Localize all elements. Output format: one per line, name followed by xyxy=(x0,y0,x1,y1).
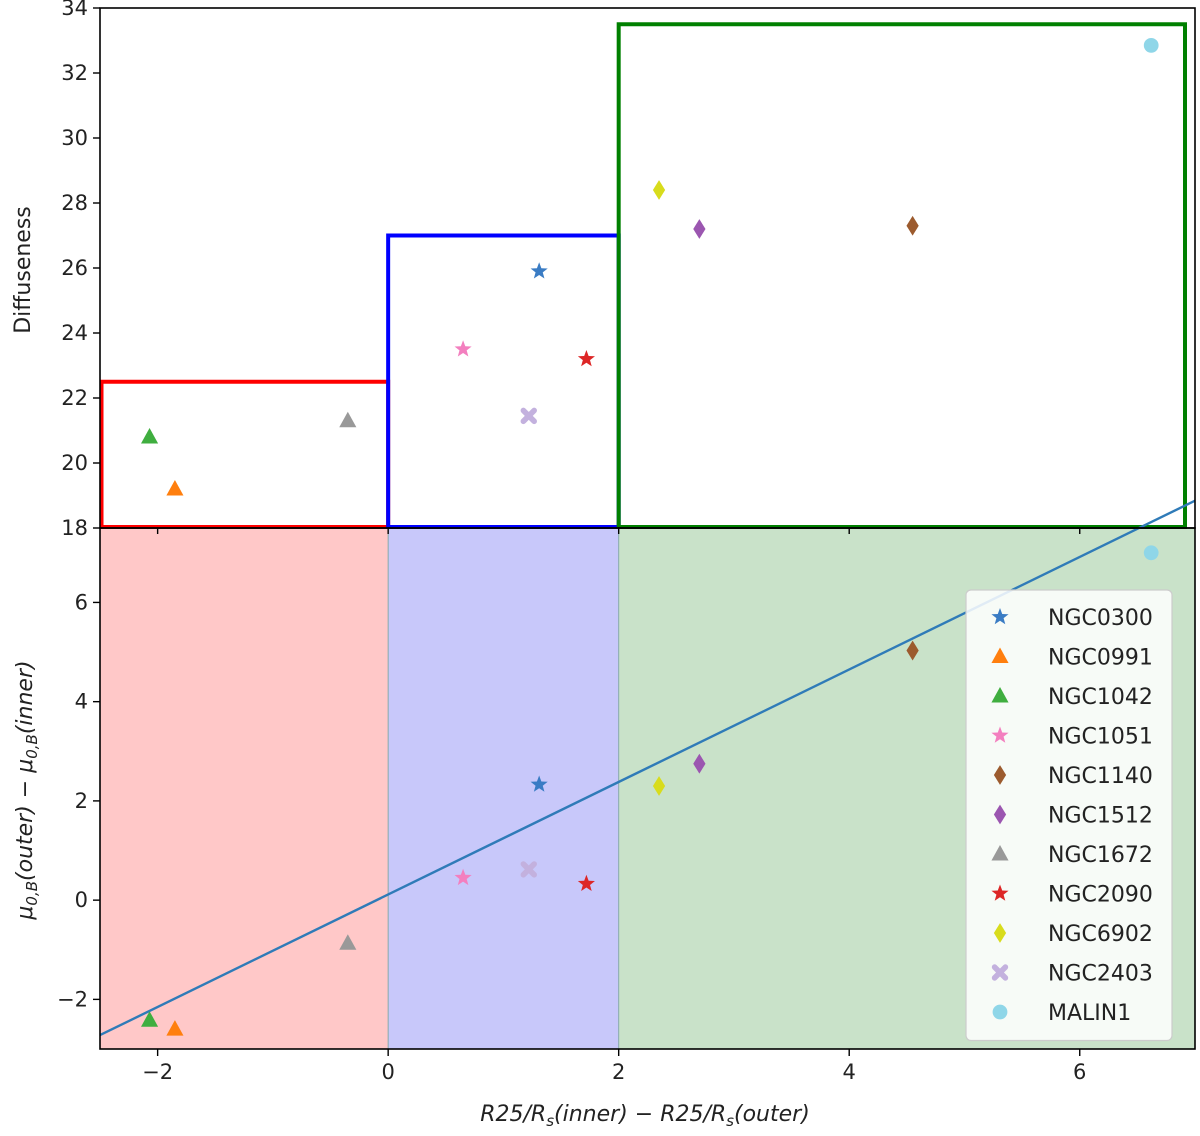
top-ytick-label: 24 xyxy=(61,321,88,345)
blue-box xyxy=(386,233,621,529)
legend-label: NGC1051 xyxy=(1048,725,1153,750)
bottom-ytick-label: 6 xyxy=(75,590,88,614)
label-segment: (outer) − μ xyxy=(13,759,38,881)
legend-label: MALIN1 xyxy=(1048,1001,1131,1026)
top-axes-frame xyxy=(99,7,1196,529)
red-box xyxy=(99,379,391,529)
bottom-point-ngc6902 xyxy=(652,776,666,796)
top-points xyxy=(141,37,1159,496)
red-region xyxy=(100,528,389,1049)
top-point-ngc1672 xyxy=(339,411,357,428)
bottom-ytick-label: −2 xyxy=(57,987,88,1011)
legend-marker-ngc1512 xyxy=(993,804,1007,825)
x-axis-label: R25/Rs(inner) − R25/Rs(outer) xyxy=(480,1102,810,1130)
legend-marker-ngc1051 xyxy=(991,726,1009,743)
legend-marker-ngc2403 xyxy=(991,964,1009,981)
label-segment: (inner) xyxy=(13,660,38,734)
bottom-y-axis-label: μ0,B(outer) − μ0,B(inner) xyxy=(13,660,41,920)
xtick-label: −2 xyxy=(142,1060,173,1084)
bottom-point-ngc1512 xyxy=(693,753,706,774)
axis-label-text: μ0,B(outer) − μ0,B(inner) xyxy=(13,660,41,920)
legend-label: NGC1140 xyxy=(1048,764,1153,789)
top-point-malin1 xyxy=(1143,37,1159,53)
bottom-point-ngc0991 xyxy=(166,1020,184,1036)
top-point-ngc0991 xyxy=(166,480,184,496)
top-ytick-label: 20 xyxy=(61,451,88,475)
top-point-ngc2090 xyxy=(577,350,595,367)
label-subscript: s xyxy=(546,1112,554,1130)
legend-marker-ngc0991 xyxy=(991,647,1009,663)
legend-label: NGC1042 xyxy=(1048,685,1153,710)
top-point-ngc0300 xyxy=(530,262,548,279)
axis-label-text: R25/Rs(inner) − R25/Rs(outer) xyxy=(480,1102,810,1130)
bottom-point-ngc1140 xyxy=(906,640,919,661)
bottom-point-ngc2403 xyxy=(520,861,537,878)
top-ytick-label: 30 xyxy=(61,126,88,150)
legend-marker-ngc1140 xyxy=(993,765,1007,785)
bottom-ytick-label: 4 xyxy=(75,690,88,714)
top-ytick-label: 28 xyxy=(61,191,88,215)
top-boxes xyxy=(99,22,1187,529)
top-point-ngc2403 xyxy=(520,407,537,425)
top-y-axis-label: Diffuseness xyxy=(11,206,36,334)
legend-label: NGC1672 xyxy=(1048,843,1153,868)
legend-marker-malin1 xyxy=(992,1004,1008,1020)
label-segment: μ xyxy=(13,906,38,921)
label-subscript: 0,B xyxy=(23,734,41,759)
legend-marker-ngc1672 xyxy=(991,845,1009,861)
bottom-point-ngc1672 xyxy=(339,934,357,950)
top-ytick-label: 34 xyxy=(61,0,88,20)
legend-marker-ngc1042 xyxy=(991,687,1009,703)
top-point-ngc1042 xyxy=(141,428,159,444)
top-point-ngc6902 xyxy=(652,180,666,200)
xtick-label: 6 xyxy=(1073,1060,1086,1084)
boundary-ytick-label: 18 xyxy=(61,516,88,540)
bottom-ytick-label: 0 xyxy=(75,888,88,912)
blue-region xyxy=(388,528,619,1049)
label-segment: (outer) xyxy=(734,1102,810,1127)
top-ytick-label: 26 xyxy=(61,256,88,280)
legend-marker-ngc6902 xyxy=(993,923,1007,943)
label-segment: (inner) − R25/R xyxy=(554,1102,726,1127)
top-ytick-label: 32 xyxy=(61,61,88,85)
legend: NGC0300 NGC0991 NGC1042 NGC1051 NGC1140 NGC15… xyxy=(965,589,1173,1042)
bottom-point-malin1 xyxy=(1143,545,1159,561)
bottom-point-ngc1051 xyxy=(454,868,472,886)
green-box xyxy=(616,22,1187,529)
legend-label: NGC1512 xyxy=(1048,804,1153,829)
label-subscript: 0,B xyxy=(23,881,41,906)
legend-label: NGC0300 xyxy=(1048,606,1153,631)
legend-label: NGC6902 xyxy=(1048,922,1153,947)
xtick-label: 4 xyxy=(843,1060,856,1084)
legend-label: NGC2090 xyxy=(1048,883,1153,908)
legend-label: NGC0991 xyxy=(1048,646,1153,671)
bottom-point-ngc1042 xyxy=(141,1011,159,1027)
xtick-label: 2 xyxy=(612,1060,625,1084)
bottom-point-ngc0300 xyxy=(530,775,548,792)
top-point-ngc1140 xyxy=(906,215,919,236)
legend-label: NGC2403 xyxy=(1048,962,1153,987)
legend-marker-ngc0300 xyxy=(991,608,1009,625)
bottom-axes-frame xyxy=(99,527,1196,1050)
bottom-ytick-label: 2 xyxy=(75,789,88,813)
label-segment: R25/R xyxy=(480,1102,546,1127)
top-point-ngc1051 xyxy=(454,340,472,357)
legend-marker-ngc2090 xyxy=(991,884,1009,901)
top-point-ngc1512 xyxy=(693,219,706,239)
xtick-label: 0 xyxy=(381,1060,394,1084)
top-ytick-label: 22 xyxy=(61,386,88,410)
bottom-point-ngc2090 xyxy=(577,874,595,892)
bottom-points xyxy=(141,545,1159,1036)
label-subscript: s xyxy=(726,1112,734,1130)
legend-frame xyxy=(965,589,1173,1042)
